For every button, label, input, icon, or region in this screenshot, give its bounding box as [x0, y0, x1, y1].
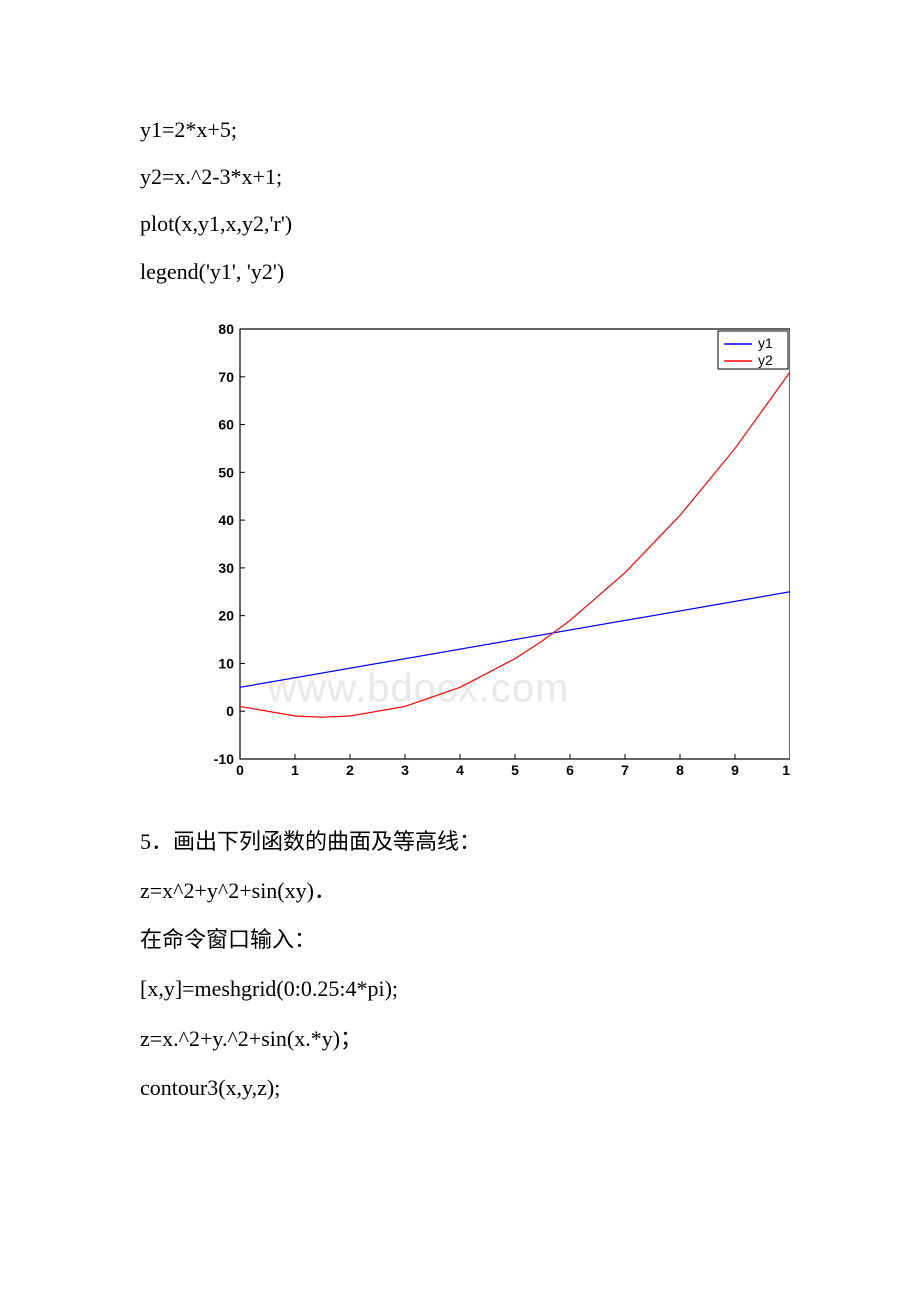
legend-label-y2: y2 [758, 352, 773, 368]
code-line-1: y1=2*x+5; [140, 112, 780, 147]
chart-svg: www.bdocx.com012345678910-10010203040506… [200, 319, 790, 789]
y-tick-label: 40 [218, 512, 234, 528]
x-tick-label: 1 [291, 762, 299, 778]
y-tick-label: 70 [218, 369, 234, 385]
question-5-instruction: 在命令窗口输入： [140, 922, 780, 957]
legend-label-y1: y1 [758, 335, 773, 351]
watermark: www.bdocx.com [267, 666, 570, 710]
y-tick-label: 50 [218, 464, 234, 480]
x-tick-label: 9 [731, 762, 739, 778]
x-tick-label: 0 [236, 762, 244, 778]
x-tick-label: 10 [782, 762, 790, 778]
y-tick-label: 20 [218, 607, 234, 623]
question-5-eq: z=x^2+y^2+sin(xy)． [140, 873, 780, 908]
y-tick-label: 0 [226, 703, 234, 719]
y-tick-label: 80 [218, 321, 234, 337]
legend-box [718, 331, 788, 369]
question-5-title: 5．画出下列函数的曲面及等高线： [140, 824, 780, 859]
x-tick-label: 4 [456, 762, 464, 778]
x-tick-label: 8 [676, 762, 684, 778]
x-tick-label: 5 [511, 762, 519, 778]
code-line-4: legend('y1', 'y2') [140, 254, 780, 289]
x-tick-label: 3 [401, 762, 409, 778]
code-line-3: plot(x,y1,x,y2,'r') [140, 206, 780, 241]
line-chart: www.bdocx.com012345678910-10010203040506… [200, 319, 780, 794]
y-tick-label: 10 [218, 655, 234, 671]
code-line-meshgrid: [x,y]=meshgrid(0:0.25:4*pi); [140, 971, 780, 1006]
x-tick-label: 6 [566, 762, 574, 778]
x-tick-label: 2 [346, 762, 354, 778]
code-line-contour: contour3(x,y,z); [140, 1070, 780, 1105]
x-tick-label: 7 [621, 762, 629, 778]
y-tick-label: 30 [218, 560, 234, 576]
y-tick-label: -10 [214, 751, 234, 767]
y-tick-label: 60 [218, 416, 234, 432]
document-page: y1=2*x+5; y2=x.^2-3*x+1; plot(x,y1,x,y2,… [0, 0, 920, 1179]
code-line-2: y2=x.^2-3*x+1; [140, 159, 780, 194]
code-line-z: z=x.^2+y.^2+sin(x.*y)； [140, 1021, 780, 1056]
